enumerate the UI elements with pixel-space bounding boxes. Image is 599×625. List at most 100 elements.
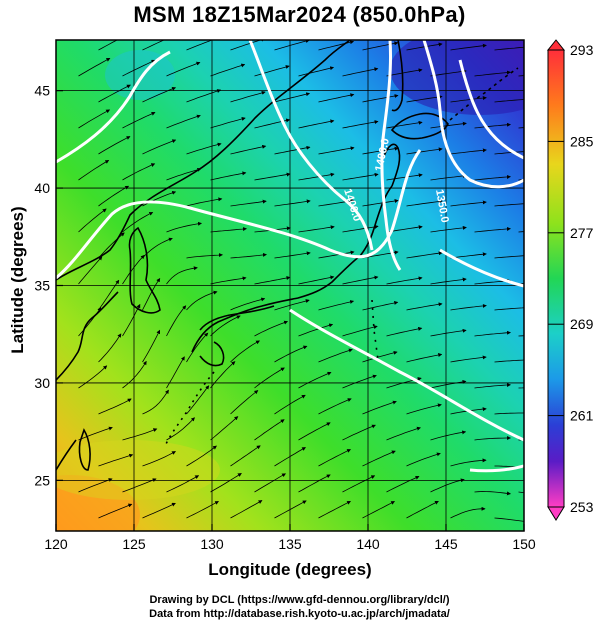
streamline [186, 501, 219, 519]
streamline [342, 172, 379, 181]
streamline [450, 252, 487, 259]
streamline [98, 453, 134, 467]
y-tick-label: 45 [34, 83, 50, 99]
streamline [254, 172, 291, 181]
streamline [186, 385, 210, 415]
streamline [142, 139, 177, 155]
streamline [166, 221, 202, 233]
streamline [386, 173, 423, 181]
warm-band-south [56, 440, 220, 500]
streamline [142, 389, 169, 415]
streamline [186, 197, 223, 207]
streamline [230, 297, 266, 311]
streamline [298, 119, 335, 129]
x-axis-title: Longitude (degrees) [208, 560, 372, 579]
streamline [298, 225, 335, 233]
streamline [186, 290, 218, 311]
streamline [186, 89, 222, 103]
streamline [474, 382, 511, 389]
streamline [274, 92, 311, 103]
streamline [122, 360, 147, 389]
korea-coast [128, 226, 161, 314]
streamline [318, 449, 352, 467]
streamline [210, 116, 246, 129]
streamline [274, 199, 311, 207]
streamline [298, 371, 332, 389]
streamline [450, 200, 487, 207]
streamline [166, 61, 201, 77]
colorbar-tick-label: 277 [570, 225, 594, 241]
streamline [318, 40, 355, 51]
contour-label: 1350.0 [433, 188, 451, 223]
streamline [78, 365, 108, 389]
streamline [274, 299, 310, 311]
contour-northeast [458, 59, 524, 160]
x-tick-label: 150 [512, 536, 536, 552]
map-title: MSM 18Z15Mar2024 (850.0hPa) [133, 2, 466, 27]
streamline [98, 136, 131, 155]
streamline [318, 398, 352, 415]
streamline [406, 452, 441, 467]
streamline [494, 412, 524, 415]
streamline [474, 226, 511, 233]
streamline [406, 353, 443, 363]
y-tick-label: 35 [34, 278, 50, 294]
cold-pocket-northeast [390, 40, 524, 115]
streamline [450, 355, 487, 363]
colorbar-tick-label: 269 [570, 316, 594, 332]
streamline [298, 172, 335, 181]
streamline [230, 252, 267, 259]
streamline [210, 63, 246, 77]
streamline [342, 120, 379, 129]
streamline [298, 422, 331, 441]
streamline [450, 43, 487, 51]
streamline [386, 476, 420, 493]
streamline [98, 232, 125, 259]
streamline [474, 174, 511, 181]
streamline [254, 320, 289, 337]
streamline [494, 99, 524, 103]
streamline [406, 42, 443, 51]
streamline [122, 59, 156, 77]
colorbar-bottom-arrow [547, 506, 565, 521]
streamline [98, 84, 131, 103]
streamline [186, 253, 223, 259]
streamline [210, 171, 247, 181]
streamline [406, 147, 443, 155]
streamline [298, 323, 334, 337]
streamline [494, 359, 524, 363]
streamline [254, 276, 291, 285]
streamline [406, 95, 443, 103]
contour-southeast [469, 464, 524, 473]
streamline [98, 398, 132, 415]
x-tick-label: 130 [200, 536, 224, 552]
contour-1350 [422, 40, 524, 189]
streamline [122, 212, 154, 233]
streamline [78, 478, 113, 493]
streamline [342, 224, 379, 233]
streamline [230, 199, 267, 207]
streamline [430, 478, 465, 493]
streamline [430, 430, 467, 441]
streamline [210, 276, 247, 285]
streamline [254, 419, 285, 441]
streamline [142, 277, 161, 311]
streamline [318, 300, 355, 311]
streamline [450, 148, 487, 155]
streamline [166, 417, 195, 441]
streamline [494, 203, 524, 207]
streamline [362, 41, 399, 51]
contour-north-west [56, 50, 171, 164]
streamline [254, 367, 285, 389]
streamline [362, 146, 399, 155]
streamline [210, 315, 241, 337]
streamline [298, 474, 331, 493]
x-axis: 120 125 130 135 140 145 150 [44, 524, 536, 552]
streamline [230, 390, 259, 415]
x-tick-label: 120 [44, 536, 68, 552]
credit-data: Data from http://database.rish.kyoto-u.a… [149, 608, 450, 620]
x-tick-label: 145 [434, 536, 458, 552]
y-tick-label: 30 [34, 375, 50, 391]
streamline [362, 400, 397, 415]
